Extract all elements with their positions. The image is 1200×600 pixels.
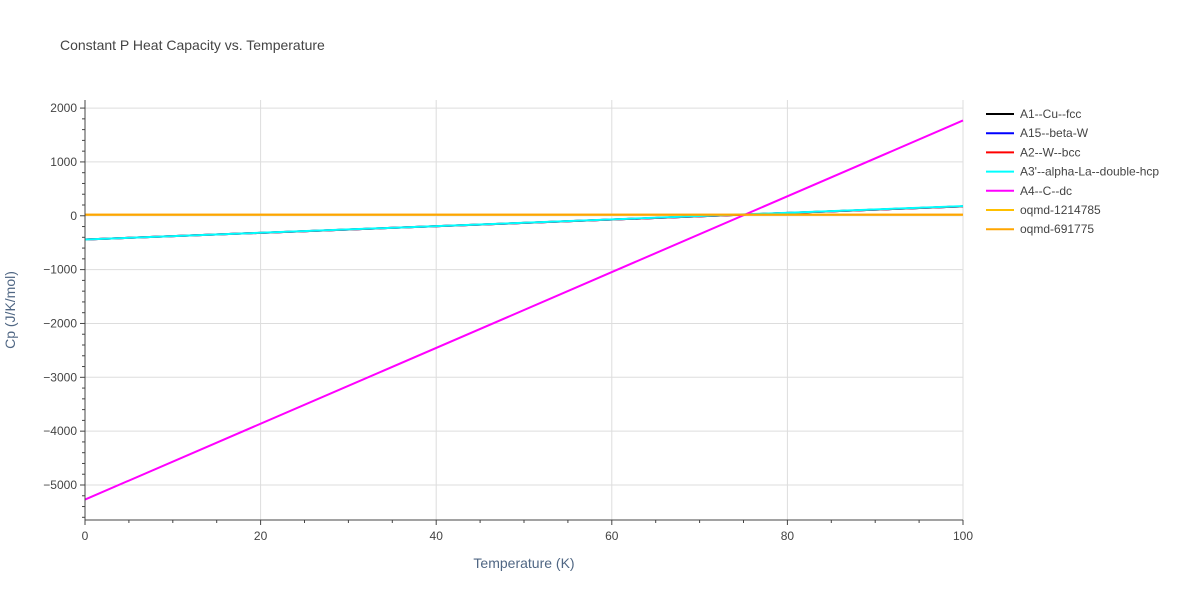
- x-tick-label: 40: [430, 529, 444, 543]
- y-tick-label: 0: [70, 209, 77, 223]
- series-line: [84, 119, 964, 501]
- y-tick-label: −5000: [43, 478, 77, 492]
- legend-label: A2--W--bcc: [1020, 145, 1080, 159]
- chart-title: Constant P Heat Capacity vs. Temperature: [60, 37, 325, 53]
- legend-item[interactable]: A1--Cu--fcc: [986, 107, 1081, 121]
- x-tick-label: 60: [605, 529, 619, 543]
- y-tick-label: −3000: [43, 370, 77, 384]
- legend-label: A15--beta-W: [1020, 126, 1089, 140]
- series-line: [84, 205, 964, 241]
- legend-label: oqmd-691775: [1020, 222, 1094, 236]
- x-tick-label: 0: [82, 529, 89, 543]
- legend-item[interactable]: oqmd-691775: [986, 222, 1094, 236]
- legend-label: A4--C--dc: [1020, 184, 1072, 198]
- legend-label: A3'--alpha-La--double-hcp: [1020, 165, 1159, 179]
- legend-item[interactable]: A4--C--dc: [986, 184, 1072, 198]
- y-axis-title: Cp (J/K/mol): [2, 271, 18, 349]
- y-tick-label: −1000: [43, 263, 77, 277]
- y-tick-labels: 2000 1000 0 −1000 −2000 −3000 −4000 −5000: [43, 101, 77, 492]
- x-tick-label: 80: [781, 529, 795, 543]
- x-tick-labels: 0 20 40 60 80 100: [82, 529, 974, 543]
- x-tick-label: 20: [254, 529, 268, 543]
- legend-item[interactable]: A15--beta-W: [986, 126, 1089, 140]
- legend-item[interactable]: oqmd-1214785: [986, 203, 1101, 217]
- y-tick-label: 2000: [50, 101, 77, 115]
- x-tick-label: 100: [953, 529, 973, 543]
- legend-label: A1--Cu--fcc: [1020, 107, 1081, 121]
- legend-label: oqmd-1214785: [1020, 203, 1101, 217]
- y-tick-label: 1000: [50, 155, 77, 169]
- minor-ticks: [80, 107, 964, 525]
- legend: A1--Cu--fcc A15--beta-W A2--W--bcc A3'--alp…: [986, 107, 1159, 236]
- series-layer: [84, 119, 964, 501]
- y-tick-label: −2000: [43, 316, 77, 330]
- y-tick-label: −4000: [43, 424, 77, 438]
- legend-item[interactable]: A3'--alpha-La--double-hcp: [986, 165, 1159, 179]
- x-axis-title: Temperature (K): [473, 555, 574, 571]
- grid-layer: [85, 100, 964, 520]
- legend-item[interactable]: A2--W--bcc: [986, 145, 1080, 159]
